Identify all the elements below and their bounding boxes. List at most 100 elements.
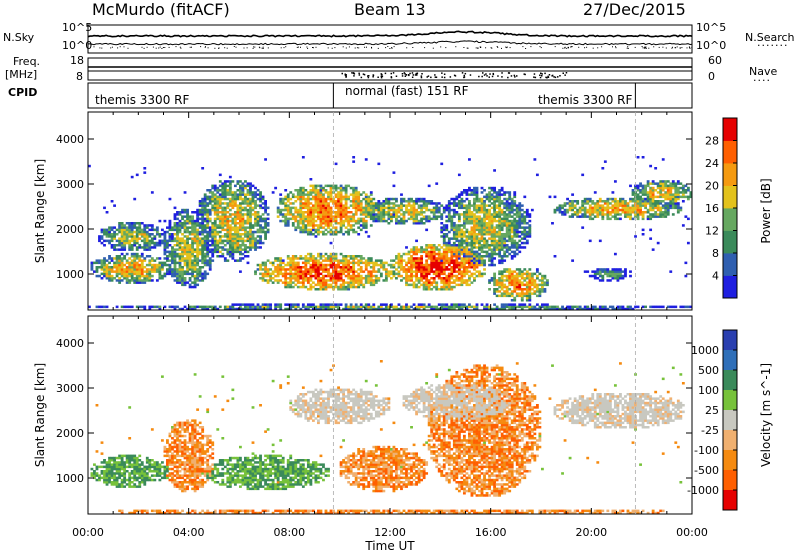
heatmap-cell xyxy=(221,193,225,196)
heatmap-cell xyxy=(309,178,313,181)
heatmap-cell xyxy=(244,226,247,229)
heatmap-cell xyxy=(503,237,507,240)
heatmap-cell xyxy=(95,261,99,265)
heatmap-cell xyxy=(498,246,502,249)
heatmap-cell xyxy=(140,274,144,278)
heatmap-cell xyxy=(475,228,479,232)
heatmap-cell xyxy=(349,228,353,232)
heatmap-cell xyxy=(198,208,202,212)
heatmap-cell xyxy=(329,263,333,267)
heatmap-cell xyxy=(334,268,338,271)
heatmap-cell xyxy=(452,268,456,271)
heatmap-cell xyxy=(264,208,267,212)
heatmap-cell xyxy=(442,239,446,243)
heatmap-cell xyxy=(301,305,305,309)
heatmap-cell xyxy=(450,255,454,258)
heatmap-cell xyxy=(508,279,512,282)
heatmap-cell xyxy=(450,288,454,291)
heatmap-cell xyxy=(259,239,262,243)
heatmap-cell xyxy=(244,200,247,203)
heatmap-cell xyxy=(525,233,529,236)
heatmap-cell xyxy=(176,228,179,232)
heatmap-cell xyxy=(397,222,401,225)
heatmap-cell xyxy=(143,228,147,232)
heatmap-cell xyxy=(402,204,406,207)
heatmap-cell xyxy=(364,277,368,280)
heatmap-cell xyxy=(543,288,547,291)
heatmap-cell xyxy=(505,270,509,273)
heatmap-cell xyxy=(196,272,200,276)
heatmap-cell xyxy=(304,206,308,210)
heatmap-cell xyxy=(505,285,509,289)
heatmap-cell xyxy=(186,228,189,232)
heatmap-cell xyxy=(133,226,137,229)
heatmap-cell xyxy=(223,208,227,212)
heatmap-cell xyxy=(188,250,192,254)
heatmap-cell xyxy=(254,239,257,243)
heatmap-cell xyxy=(171,305,174,309)
heatmap-cell xyxy=(478,219,481,223)
heatmap-cell xyxy=(213,200,217,203)
heatmap-cell xyxy=(158,244,162,247)
heatmap-cell xyxy=(246,246,250,249)
heatmap-cell xyxy=(503,202,507,205)
heatmap-cell xyxy=(196,305,200,309)
heatmap-cell xyxy=(344,303,348,306)
heatmap-cell xyxy=(473,307,476,311)
nsearch-dot xyxy=(235,46,237,48)
heatmap-cell xyxy=(523,241,527,245)
heatmap-cell xyxy=(309,213,313,216)
heatmap-cell xyxy=(281,268,285,271)
nave-dot xyxy=(345,74,347,76)
heatmap-cell xyxy=(324,202,328,205)
heatmap-cell xyxy=(120,241,124,245)
nsky-tick-top: 10^5 xyxy=(62,21,92,34)
heatmap-cell xyxy=(432,211,436,214)
heatmap-cell xyxy=(357,200,361,203)
nsearch-dot xyxy=(653,46,655,48)
heatmap-cell xyxy=(359,204,363,207)
heatmap-cell xyxy=(181,237,184,240)
heatmap-cell xyxy=(332,305,335,309)
heatmap-cell xyxy=(384,197,388,201)
heatmap-cell xyxy=(387,222,391,225)
heatmap-cell xyxy=(359,281,363,284)
heatmap-cell xyxy=(468,211,471,214)
heatmap-cell xyxy=(301,204,305,207)
heatmap-cell xyxy=(475,303,479,306)
heatmap-cell xyxy=(256,213,260,216)
heatmap-cell xyxy=(317,279,320,282)
heatmap-cell xyxy=(407,274,411,278)
nave-dot xyxy=(434,76,437,78)
heatmap-cell xyxy=(193,268,197,271)
heatmap-cell xyxy=(490,222,494,225)
heatmap-cell xyxy=(462,248,466,251)
heatmap-cell xyxy=(254,211,257,214)
heatmap-cell xyxy=(513,288,517,291)
heatmap-cell xyxy=(105,228,109,232)
heatmap-cell xyxy=(480,219,484,223)
nsearch-dot xyxy=(342,46,344,48)
heatmap-cell xyxy=(354,193,358,196)
heatmap-cell xyxy=(372,208,376,212)
heatmap-cell xyxy=(430,261,434,265)
heatmap-cell xyxy=(216,200,220,203)
heatmap-cell xyxy=(218,206,222,210)
heatmap-cell xyxy=(515,219,519,223)
heatmap-cell xyxy=(400,206,403,210)
heatmap-cell xyxy=(503,235,507,238)
nsearch-dot xyxy=(477,47,479,49)
heatmap-cell xyxy=(276,268,280,271)
cpid-label: CPID xyxy=(8,86,38,99)
heatmap-cell xyxy=(306,259,310,262)
heatmap-cell xyxy=(384,303,388,306)
heatmap-cell xyxy=(533,292,537,295)
heatmap-cell xyxy=(140,266,144,269)
heatmap-cell xyxy=(221,211,225,214)
heatmap-cell xyxy=(478,228,481,232)
heatmap-cell xyxy=(327,285,330,289)
heatmap-cell xyxy=(160,263,164,267)
heatmap-cell xyxy=(130,239,134,243)
heatmap-cell xyxy=(264,270,267,273)
heatmap-cell xyxy=(314,186,318,190)
